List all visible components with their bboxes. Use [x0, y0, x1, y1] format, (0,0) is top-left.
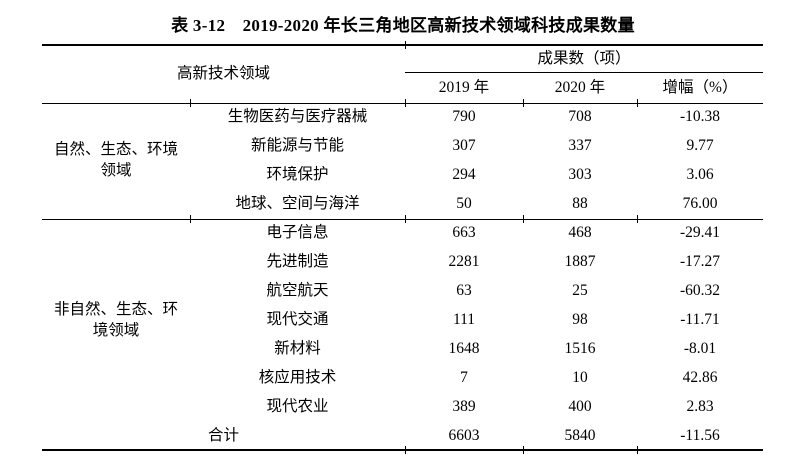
row-name: 现代交通: [266, 311, 329, 329]
row-name: 核应用技术: [258, 369, 337, 387]
cell-2020: 400: [568, 398, 592, 416]
rule-under-header: [42, 103, 763, 104]
total-2020: 5840: [564, 426, 596, 444]
data-table: 高新技术领域 成果数（项） 2019 年 2020 年 增幅（%） 自然、生态、…: [42, 45, 763, 450]
row-name: 新材料: [274, 340, 321, 358]
column-tick: [637, 446, 638, 454]
cell-growth: 76.00: [682, 195, 718, 213]
column-tick: [405, 99, 406, 107]
cell-2019: 307: [452, 137, 476, 155]
cell-2020: 10: [572, 369, 588, 387]
cell-2020: 1887: [564, 253, 596, 271]
total-label: 合计: [207, 426, 239, 444]
cell-2019: 294: [452, 166, 476, 184]
cell-2019: 389: [452, 398, 476, 416]
cell-growth: -17.27: [679, 253, 721, 271]
cell-growth: 42.86: [682, 369, 718, 387]
cell-growth: 2.83: [686, 398, 714, 416]
row-name: 地球、空间与海洋: [235, 195, 360, 213]
rule-top: [42, 44, 763, 46]
group-label-natural: 自然、生态、环境领域: [53, 141, 178, 179]
column-tick: [637, 99, 638, 107]
column-tick: [190, 215, 191, 223]
row-name: 先进制造: [266, 253, 329, 271]
cell-2020: 337: [568, 137, 592, 155]
cell-2020: 303: [568, 166, 592, 184]
rule-bottom: [42, 449, 763, 451]
rule-under-results: [405, 72, 763, 73]
column-tick: [405, 41, 406, 49]
cell-growth: -8.01: [683, 340, 717, 358]
column-tick: [523, 446, 524, 454]
cell-growth: 3.06: [686, 166, 714, 184]
column-tick: [523, 99, 524, 107]
column-tick: [637, 215, 638, 223]
column-tick: [190, 99, 191, 107]
cell-2019: 790: [452, 108, 476, 126]
header-growth: 增幅（%）: [662, 78, 738, 96]
table-title: 表 3-12 2019-2020 年长三角地区高新技术领域科技成果数量: [171, 16, 635, 35]
cell-2020: 468: [568, 224, 592, 242]
header-results: 成果数（项）: [537, 49, 631, 67]
cell-2019: 63: [456, 282, 472, 300]
cell-2019: 663: [452, 224, 476, 242]
cell-2019: 2281: [448, 253, 480, 271]
row-name: 环境保护: [266, 166, 329, 184]
cell-2020: 708: [568, 108, 592, 126]
row-name: 电子信息: [266, 224, 329, 242]
cell-2020: 25: [572, 282, 588, 300]
cell-growth: 9.77: [686, 137, 714, 155]
cell-2020: 88: [572, 195, 588, 213]
cell-2019: 50: [456, 195, 472, 213]
row-name: 新能源与节能: [250, 137, 344, 155]
header-2020: 2020 年: [554, 78, 606, 96]
rule-group-separator: [42, 219, 763, 220]
cell-growth: -10.38: [679, 108, 721, 126]
cell-2019: 7: [460, 369, 468, 387]
cell-growth: -29.41: [679, 224, 721, 242]
cell-growth: -60.32: [679, 282, 721, 300]
row-name: 现代农业: [266, 398, 329, 416]
group-label-non-natural: 非自然、生态、环境领域: [53, 300, 178, 339]
row-name: 生物医药与医疗器械: [227, 108, 368, 126]
cell-2019: 1648: [448, 340, 480, 358]
row-name: 航空航天: [266, 282, 329, 300]
header-field: 高新技术领域: [176, 64, 270, 82]
header-2019: 2019 年: [438, 78, 490, 96]
cell-2019: 111: [452, 311, 476, 329]
column-tick: [523, 215, 524, 223]
column-tick: [405, 446, 406, 454]
cell-2020: 98: [572, 311, 588, 329]
cell-2020: 1516: [564, 340, 596, 358]
total-2019: 6603: [448, 426, 480, 444]
column-tick: [405, 215, 406, 223]
total-growth: -11.56: [680, 426, 720, 444]
cell-growth: -11.71: [680, 311, 720, 329]
